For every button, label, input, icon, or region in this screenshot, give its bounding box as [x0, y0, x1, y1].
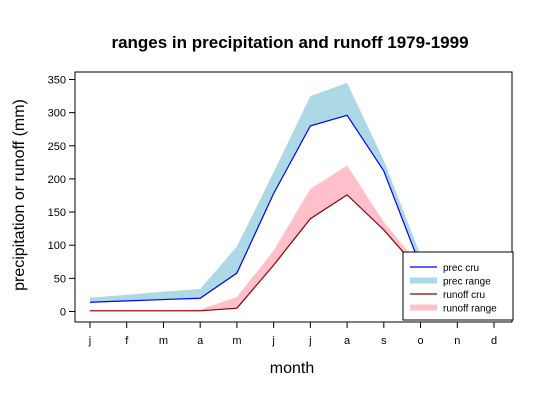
x-tick-label: j: [88, 335, 91, 347]
y-tick-label: 200: [48, 174, 66, 186]
y-tick-label: 50: [54, 273, 66, 285]
legend-label: prec cru: [443, 263, 479, 274]
x-tick-label: s: [381, 335, 387, 347]
x-tick-label: a: [197, 335, 204, 347]
y-tick-label: 0: [60, 307, 66, 319]
x-tick-label: a: [344, 335, 351, 347]
x-tick-label: n: [454, 335, 460, 347]
x-tick-label: m: [232, 335, 241, 347]
x-tick-label: o: [417, 335, 423, 347]
x-tick-label: j: [308, 335, 311, 347]
legend: prec cru prec range runoff cru runoff range: [402, 251, 514, 321]
legend-label: runoff cru: [443, 290, 485, 301]
y-tick-label: 300: [48, 108, 66, 120]
x-axis-title: month: [270, 360, 314, 377]
y-tick-label: 100: [48, 240, 66, 252]
x-tick-label: m: [159, 335, 168, 347]
axes: 0 50 100 150 200 250 300 350 j f m a m j j a s o n d: [48, 71, 513, 347]
plot-frame: [74, 71, 513, 323]
y-tick-label: 150: [48, 207, 66, 219]
x-tick-label: j: [271, 335, 274, 347]
band-layer: [90, 82, 494, 311]
legend-label: runoff range: [443, 304, 497, 315]
x-tick-label: f: [125, 335, 129, 347]
band-runoff-range: [90, 165, 494, 311]
y-tick-label: 250: [48, 141, 66, 153]
y-tick-label: 350: [48, 75, 66, 87]
x-tick-label: d: [491, 335, 497, 347]
chart-title: ranges in precipitation and runoff 1979-…: [111, 33, 468, 52]
legend-label: prec range: [443, 277, 491, 288]
y-axis-title: precipitation or runoff (mm): [11, 99, 28, 291]
